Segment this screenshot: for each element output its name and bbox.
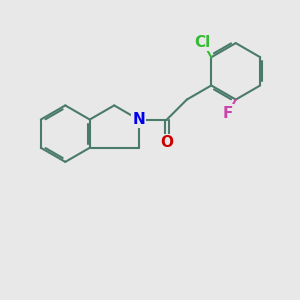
Text: Cl: Cl xyxy=(195,35,211,50)
Text: O: O xyxy=(160,135,173,150)
Text: F: F xyxy=(223,106,233,121)
Text: N: N xyxy=(132,112,145,127)
